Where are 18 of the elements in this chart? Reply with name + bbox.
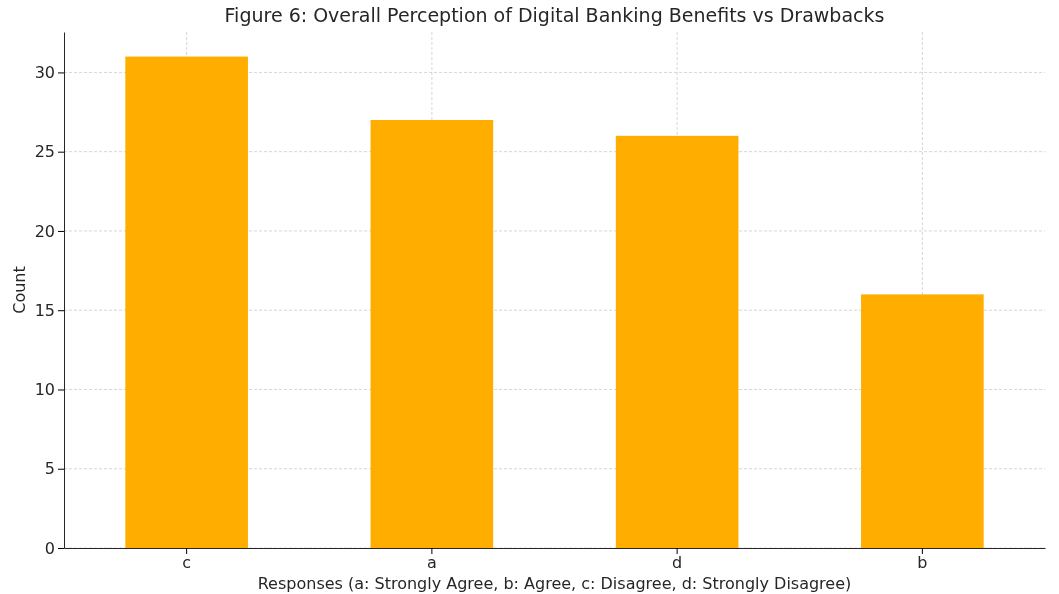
x-tick-label: a [426,553,437,573]
x-tick-label: c [182,553,192,573]
y-axis-title: Count [10,266,29,314]
y-tick-label: 20 [34,221,55,241]
y-tick-label: 5 [44,459,55,479]
bar [125,56,248,548]
y-tick-label: 10 [34,380,55,400]
y-tick-label: 25 [34,142,55,162]
y-tick-label: 30 [34,63,55,83]
x-tick-label: d [672,553,683,573]
x-axis-title: Responses (a: Strongly Agree, b: Agree, c: Disagree, d: Strongly Disagree) [257,574,852,593]
bar [370,119,494,548]
y-tick-label: 0 [44,538,55,558]
chart-title: Figure 6: Overall Perception of Digital Banking Benefits vs Drawbacks [224,4,885,26]
x-tick-label: b [917,553,928,573]
bar [615,135,739,548]
bar [861,294,984,548]
y-tick-label: 15 [34,300,55,320]
